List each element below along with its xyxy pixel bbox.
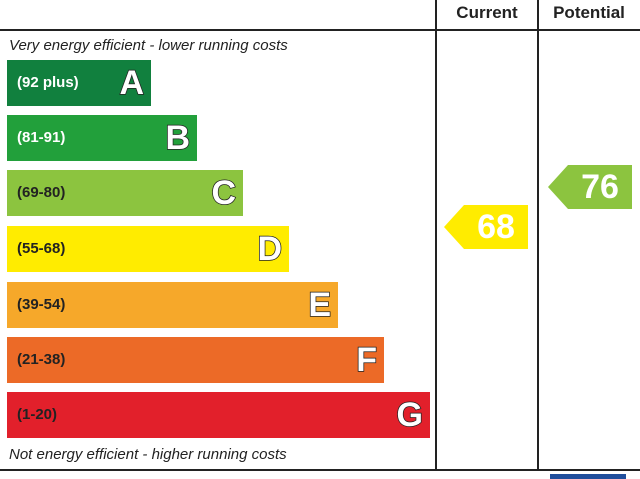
band-bar — [7, 170, 243, 216]
band-letter: A — [119, 64, 144, 102]
rating-arrow — [548, 165, 632, 209]
band-range: (81-91) — [17, 129, 65, 146]
band-range: (1-20) — [17, 406, 57, 423]
rating-value: 68 — [477, 208, 515, 246]
rating-value: 76 — [581, 168, 619, 206]
band-bar — [7, 60, 151, 106]
bottom-note: Not energy efficient - higher running co… — [9, 446, 287, 463]
rating-arrow — [444, 205, 528, 249]
header-potential: Potential — [553, 3, 625, 22]
band-bar — [7, 115, 197, 161]
band-letter: G — [397, 396, 423, 434]
band-range: (69-80) — [17, 184, 65, 201]
band-bar — [7, 337, 384, 383]
band-letter: F — [356, 341, 377, 379]
band-bar — [7, 282, 338, 328]
band-letter: B — [165, 119, 190, 157]
band-range: (92 plus) — [17, 74, 79, 91]
top-note: Very energy efficient - lower running co… — [9, 37, 288, 54]
band-range: (55-68) — [17, 240, 65, 257]
header-current: Current — [456, 3, 518, 22]
band-letter: E — [308, 286, 331, 324]
band-range: (21-38) — [17, 351, 65, 368]
band-range: (39-54) — [17, 296, 65, 313]
band-letter: C — [211, 174, 236, 212]
band-letter: D — [257, 230, 282, 268]
band-bar — [7, 226, 289, 272]
band-bar — [7, 392, 430, 438]
footer-tab — [550, 474, 626, 479]
